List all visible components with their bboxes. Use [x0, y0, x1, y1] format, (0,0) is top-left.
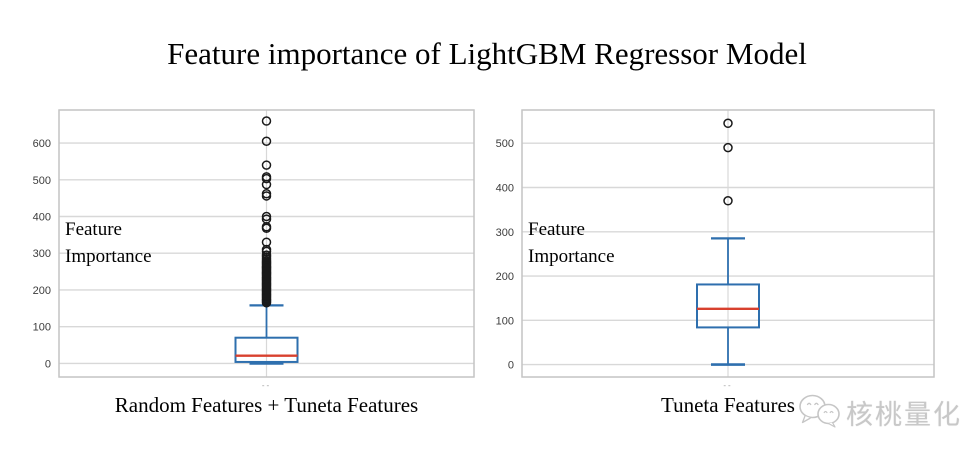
- outlier-point: [723, 196, 733, 206]
- outlier-point: [261, 237, 272, 247]
- y-tick-label: 400: [496, 182, 514, 194]
- boxplot-svg-left: 0 100 200 300 400 500 600 Feature Importance --: [33, 109, 475, 390]
- boxplot-chart-left: 0 100 200 300 400 500 600 Feature Importance --: [14, 104, 480, 395]
- iqr-box: [234, 336, 299, 363]
- plot-border: [521, 109, 935, 378]
- outlier-point: [261, 250, 272, 260]
- outlier-point: [261, 188, 272, 199]
- figure-title: Feature importance of LightGBM Regressor…: [167, 36, 807, 71]
- iqr-box: [696, 283, 760, 329]
- y-tick-label: 500: [496, 138, 514, 150]
- boxplot-chart-right: 0 100 200 300 400 500 Feature Importance --: [477, 104, 940, 395]
- y-tick-label: 300: [496, 227, 514, 239]
- x-tick-label: --: [723, 381, 732, 390]
- outlier-point: [261, 172, 272, 182]
- boxplot-svg-right: 0 100 200 300 400 500 Feature Importance --: [496, 109, 935, 390]
- y-tick-label: 200: [496, 271, 514, 283]
- xlabel-right: Tuneta Features: [661, 393, 795, 417]
- y-tick-label: 600: [33, 138, 51, 150]
- y-tick-label: 500: [33, 175, 51, 187]
- y-tick-label: 100: [496, 315, 514, 327]
- outlier-point: [723, 118, 733, 129]
- x-tick-label: --: [262, 381, 271, 390]
- outlier-point: [261, 160, 272, 170]
- plot-border: [58, 109, 475, 378]
- y-tick-label: 400: [33, 212, 51, 224]
- y-tick-label: 100: [33, 322, 51, 334]
- y-tick-label: 300: [33, 248, 51, 260]
- y-tick-label: 0: [508, 360, 514, 372]
- wechat-icon: [799, 394, 840, 428]
- watermark: 核桃量化: [797, 392, 962, 432]
- y-axis-annotation-line1: Feature: [528, 219, 585, 240]
- watermark-text: 核桃量化: [846, 399, 962, 430]
- outlier-point: [261, 116, 272, 126]
- y-tick-label: 0: [45, 358, 51, 370]
- y-axis-annotation-line2: Importance: [528, 246, 615, 267]
- outlier-point: [261, 136, 272, 146]
- outlier-point: [261, 214, 272, 224]
- outlier-point: [261, 211, 272, 222]
- xlabel-left: Random Features + Tuneta Features: [114, 393, 419, 417]
- outlier-point: [723, 142, 733, 153]
- y-axis-annotation-line2: Importance: [65, 246, 152, 267]
- y-axis-annotation-line1: Feature: [65, 219, 122, 240]
- y-tick-label: 200: [33, 285, 51, 297]
